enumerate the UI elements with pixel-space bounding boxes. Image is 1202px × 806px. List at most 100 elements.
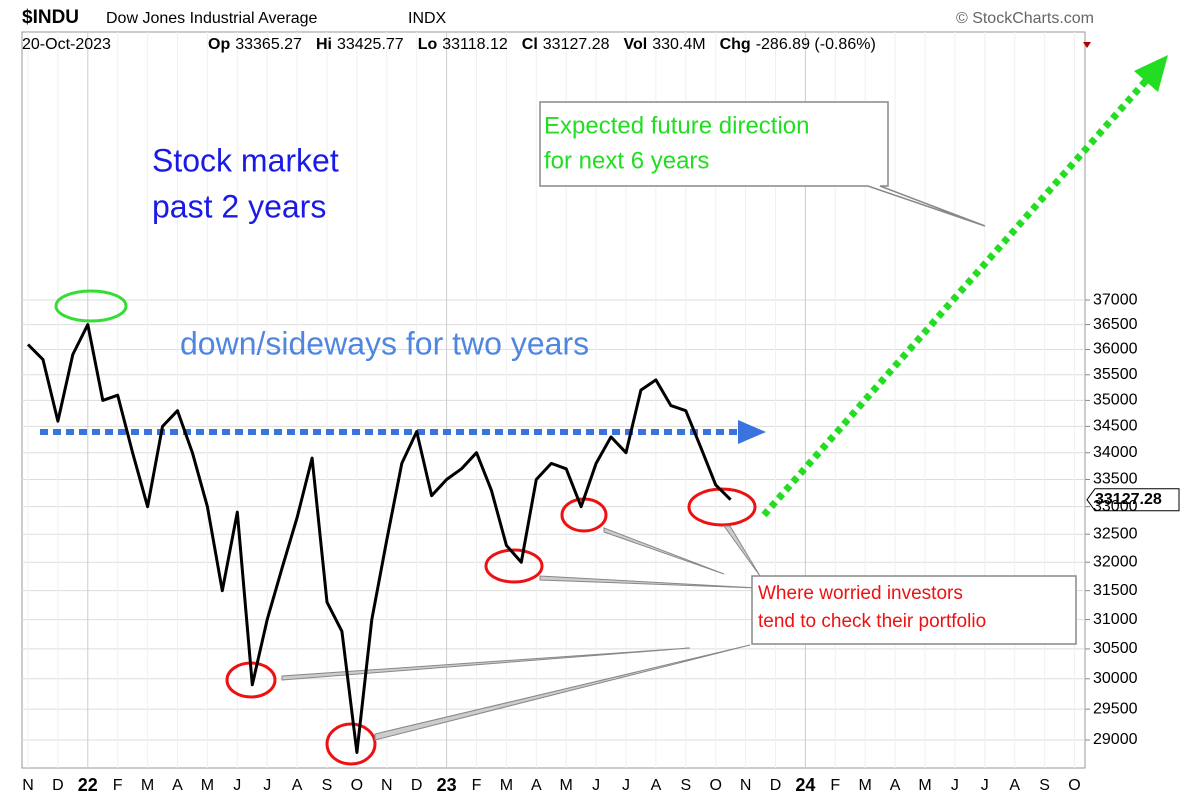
pointer [603, 527, 725, 575]
y-tick-label: 29000 [1093, 731, 1138, 748]
x-tick-label: S [322, 777, 333, 794]
sideways-arrowhead [738, 420, 766, 444]
circles [54, 289, 757, 766]
grid [22, 32, 1090, 768]
callout-future [539, 101, 986, 227]
low-circle [687, 487, 757, 527]
x-tick-label: J [592, 777, 600, 794]
exchange: INDX [408, 10, 447, 27]
last-price-box [1086, 488, 1180, 512]
x-tick-label: M [141, 777, 154, 794]
x-tick-label: 24 [795, 775, 815, 795]
y-tick-label: 31000 [1093, 611, 1138, 628]
price-line [26, 323, 732, 754]
source: © StockCharts.com [956, 10, 1094, 27]
x-tick-label: M [918, 777, 931, 794]
y-tick-label: 32500 [1093, 525, 1138, 542]
x-tick-label: A [292, 777, 303, 794]
x-tick-label: J [263, 777, 271, 794]
x-tick-label: F [472, 777, 482, 794]
y-tick-label: 35000 [1093, 392, 1138, 409]
stat-value: 33127.28 [543, 36, 610, 53]
future-arrowhead [1134, 55, 1168, 92]
y-tick-label: 30500 [1093, 640, 1138, 657]
x-tick-label: S [680, 777, 691, 794]
x-tick-label: O [351, 777, 363, 794]
y-tick-label: 31500 [1093, 582, 1138, 599]
low-circle [325, 722, 377, 766]
stat-value: -286.89 (-0.86%) [756, 36, 876, 53]
x-tick-label: A [1009, 777, 1020, 794]
pointer [281, 647, 691, 681]
y-tick-label: 30000 [1093, 670, 1138, 687]
x-tick-label: O [709, 777, 721, 794]
stat-label: Lo [418, 36, 438, 53]
x-tick-label: J [951, 777, 959, 794]
stat-value: 330.4M [652, 36, 705, 53]
x-tick-label: J [981, 777, 989, 794]
x-tick-label: F [830, 777, 840, 794]
x-tick-label: S [1039, 777, 1050, 794]
stat-label: Hi [316, 36, 332, 53]
x-tick-label: M [201, 777, 214, 794]
pointer [539, 575, 759, 589]
annotation-future: Expected future direction [544, 112, 810, 139]
x-tick-label: A [890, 777, 901, 794]
x-tick-label: D [770, 777, 782, 794]
y-tick-label: 33000 [1093, 498, 1138, 515]
x-tick-label: D [52, 777, 64, 794]
y-tick-label: 29500 [1093, 700, 1138, 717]
x-tick-label: F [113, 777, 123, 794]
x-tick-label: J [233, 777, 241, 794]
x-tick-label: M [500, 777, 513, 794]
peak-circle [54, 289, 128, 323]
y-tick-label: 34500 [1093, 418, 1138, 435]
last-price-label: 33127.28 [1095, 491, 1162, 508]
annotation-worried: Where worried investors [758, 583, 963, 604]
x-tick-label: M [859, 777, 872, 794]
future-arrow [761, 73, 1153, 518]
y-tick-label: 35500 [1093, 366, 1138, 383]
annotation-future: for next 6 years [544, 147, 709, 174]
x-tick-label: 23 [437, 775, 457, 795]
annotation-past: past 2 years [152, 188, 326, 224]
symbol: $INDU [22, 7, 79, 28]
stat-label: Op [208, 36, 230, 53]
date: 20-Oct-2023 [22, 36, 111, 53]
pointer [723, 525, 761, 577]
callout-worried [751, 575, 1077, 645]
x-tick-label: 22 [78, 775, 98, 795]
annotation-sideways: down/sideways for two years [180, 325, 589, 361]
x-tick-label: M [560, 777, 573, 794]
annotation-past: Stock market [152, 142, 339, 178]
annotation-worried: tend to check their portfolio [758, 611, 986, 632]
stats: Op 33365.27 Hi 33425.77 Lo 33118.12 Cl 33127.28… [208, 36, 876, 53]
pointer [374, 644, 751, 741]
x-tick-label: D [411, 777, 423, 794]
down-marker [1083, 42, 1091, 48]
y-tick-label: 37000 [1093, 291, 1138, 308]
marks: 33127.28 [26, 323, 1180, 754]
y-tick-label: 33500 [1093, 471, 1138, 488]
stat-label: Cl [522, 36, 538, 53]
pointers [281, 525, 761, 741]
x-tick-label: N [22, 777, 34, 794]
x-tick-label: J [622, 777, 630, 794]
y-tick-label: 36500 [1093, 316, 1138, 333]
stat-label: Chg [720, 36, 751, 53]
x-tick-label: A [172, 777, 183, 794]
x-tick-label: N [740, 777, 752, 794]
stat-value: 33425.77 [337, 36, 404, 53]
low-circle [484, 548, 544, 584]
y-tick-label: 32000 [1093, 553, 1138, 570]
stat-value: 33365.27 [235, 36, 302, 53]
stat-label: Vol [624, 36, 648, 53]
x-tick-label: O [1068, 777, 1080, 794]
stat-value: 33118.12 [442, 36, 508, 53]
x-tick-label: A [531, 777, 542, 794]
y-tick-label: 36000 [1093, 341, 1138, 358]
index-name: Dow Jones Industrial Average [106, 10, 317, 27]
y-tick-label: 34000 [1093, 444, 1138, 461]
x-tick-label: N [381, 777, 393, 794]
